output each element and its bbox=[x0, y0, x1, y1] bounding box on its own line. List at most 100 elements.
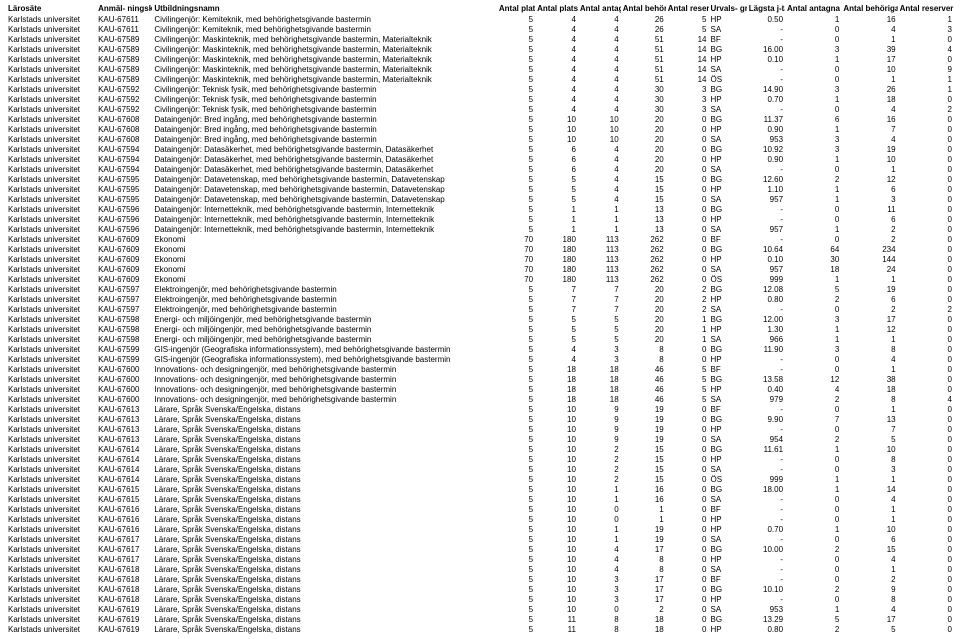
table-cell: 5 bbox=[497, 545, 535, 555]
table-cell: 15 bbox=[621, 195, 666, 205]
table-cell: 10 bbox=[578, 115, 621, 125]
table-cell: 0 bbox=[898, 295, 954, 305]
table-cell: Karlstads universitet bbox=[6, 85, 96, 95]
table-cell: 4 bbox=[535, 355, 578, 365]
table-cell: 0 bbox=[898, 115, 954, 125]
table-row: Karlstads universitetKAU-67595Dataingenj… bbox=[6, 195, 954, 205]
table-cell: 262 bbox=[621, 275, 666, 285]
table-cell: - bbox=[747, 25, 785, 35]
table-cell: Karlstads universitet bbox=[6, 215, 96, 225]
table-cell: 0 bbox=[898, 155, 954, 165]
table-cell: 10 bbox=[535, 415, 578, 425]
table-cell: 10 bbox=[535, 485, 578, 495]
table-cell: 6 bbox=[841, 185, 897, 195]
table-cell: 113 bbox=[578, 255, 621, 265]
table-cell: 20 bbox=[621, 125, 666, 135]
table-cell: 20 bbox=[621, 115, 666, 125]
table-cell: 5 bbox=[535, 195, 578, 205]
table-cell: 0 bbox=[898, 505, 954, 515]
table-cell: Ekonomi bbox=[152, 245, 497, 255]
table-row: Karlstads universitetKAU-67611Civilingen… bbox=[6, 15, 954, 25]
table-cell: 5 bbox=[535, 335, 578, 345]
table-row: Karlstads universitetKAU-67598Energi- oc… bbox=[6, 335, 954, 345]
table-cell: 18 bbox=[621, 615, 666, 625]
table-cell: Karlstads universitet bbox=[6, 275, 96, 285]
table-cell: 0 bbox=[898, 485, 954, 495]
table-cell: Karlstads universitet bbox=[6, 335, 96, 345]
table-cell: 70 bbox=[497, 255, 535, 265]
table-cell: 1 bbox=[578, 485, 621, 495]
table-cell: KAU-67599 bbox=[96, 355, 152, 365]
table-cell: 10 bbox=[535, 125, 578, 135]
table-cell: Karlstads universitet bbox=[6, 445, 96, 455]
table-cell: 5 bbox=[578, 335, 621, 345]
table-cell: 4 bbox=[535, 25, 578, 35]
table-cell: 46 bbox=[621, 385, 666, 395]
table-cell: HP bbox=[709, 455, 747, 465]
table-cell: 3 bbox=[785, 45, 841, 55]
table-cell: KAU-67595 bbox=[96, 185, 152, 195]
table-cell: Karlstads universitet bbox=[6, 35, 96, 45]
table-cell: Karlstads universitet bbox=[6, 365, 96, 375]
table-cell: 10 bbox=[535, 115, 578, 125]
table-row: Karlstads universitetKAU-67608Dataingenj… bbox=[6, 125, 954, 135]
table-cell: 0 bbox=[898, 145, 954, 155]
table-cell: 18 bbox=[578, 365, 621, 375]
table-cell: 2 bbox=[666, 305, 709, 315]
table-cell: 5 bbox=[497, 295, 535, 305]
table-cell: Lärare, Språk Svenska/Engelska, distans bbox=[152, 585, 497, 595]
table-cell: HP bbox=[709, 325, 747, 335]
table-cell: 0 bbox=[666, 165, 709, 175]
table-cell: 0 bbox=[898, 615, 954, 625]
table-cell: 0 bbox=[785, 535, 841, 545]
table-row: Karlstads universitetKAU-67589Civilingen… bbox=[6, 35, 954, 45]
table-cell: 1 bbox=[578, 225, 621, 235]
table-cell: 5 bbox=[497, 565, 535, 575]
table-cell: KAU-67597 bbox=[96, 295, 152, 305]
table-cell: 5 bbox=[497, 95, 535, 105]
table-cell: BG bbox=[709, 315, 747, 325]
table-row: Karlstads universitetKAU-67618Lärare, Sp… bbox=[6, 575, 954, 585]
table-cell: 6 bbox=[535, 165, 578, 175]
table-cell: 2 bbox=[666, 295, 709, 305]
table-cell: 0 bbox=[785, 365, 841, 375]
table-cell: 5 bbox=[497, 575, 535, 585]
table-cell: 18.00 bbox=[747, 485, 785, 495]
table-cell: Karlstads universitet bbox=[6, 625, 96, 635]
table-cell: KAU-67609 bbox=[96, 275, 152, 285]
table-cell: KAU-67592 bbox=[96, 105, 152, 115]
table-cell: 1 bbox=[785, 475, 841, 485]
table-cell: 5 bbox=[666, 385, 709, 395]
table-cell: 0 bbox=[898, 255, 954, 265]
table-cell: 0 bbox=[666, 405, 709, 415]
table-cell: 20 bbox=[621, 335, 666, 345]
table-row: Karlstads universitetKAU-67592Civilingen… bbox=[6, 85, 954, 95]
table-cell: Dataingenjör: Datavetenskap, med behörig… bbox=[152, 195, 497, 205]
table-cell: 3 bbox=[841, 465, 897, 475]
table-cell: 4 bbox=[578, 45, 621, 55]
table-cell: 5 bbox=[497, 225, 535, 235]
table-cell: 20 bbox=[621, 285, 666, 295]
table-cell: Lärare, Språk Svenska/Engelska, distans bbox=[152, 495, 497, 505]
table-cell: 2 bbox=[898, 305, 954, 315]
table-cell: 9 bbox=[578, 425, 621, 435]
table-cell: SA bbox=[709, 165, 747, 175]
table-cell: BG bbox=[709, 375, 747, 385]
table-cell: 15 bbox=[621, 475, 666, 485]
table-cell: 5 bbox=[785, 615, 841, 625]
table-cell: 0 bbox=[666, 485, 709, 495]
table-cell: KAU-67615 bbox=[96, 495, 152, 505]
table-cell: 4 bbox=[578, 25, 621, 35]
table-cell: Karlstads universitet bbox=[6, 475, 96, 485]
table-cell: 2 bbox=[841, 305, 897, 315]
table-cell: 5 bbox=[497, 605, 535, 615]
table-cell: 5 bbox=[497, 335, 535, 345]
table-cell: SA bbox=[709, 225, 747, 235]
table-cell: 4 bbox=[841, 135, 897, 145]
table-cell: 11.37 bbox=[747, 115, 785, 125]
table-cell: 5 bbox=[497, 485, 535, 495]
table-cell: 262 bbox=[621, 235, 666, 245]
table-cell: 0 bbox=[898, 215, 954, 225]
table-cell: 20 bbox=[621, 165, 666, 175]
table-row: Karlstads universitetKAU-67619Lärare, Sp… bbox=[6, 615, 954, 625]
